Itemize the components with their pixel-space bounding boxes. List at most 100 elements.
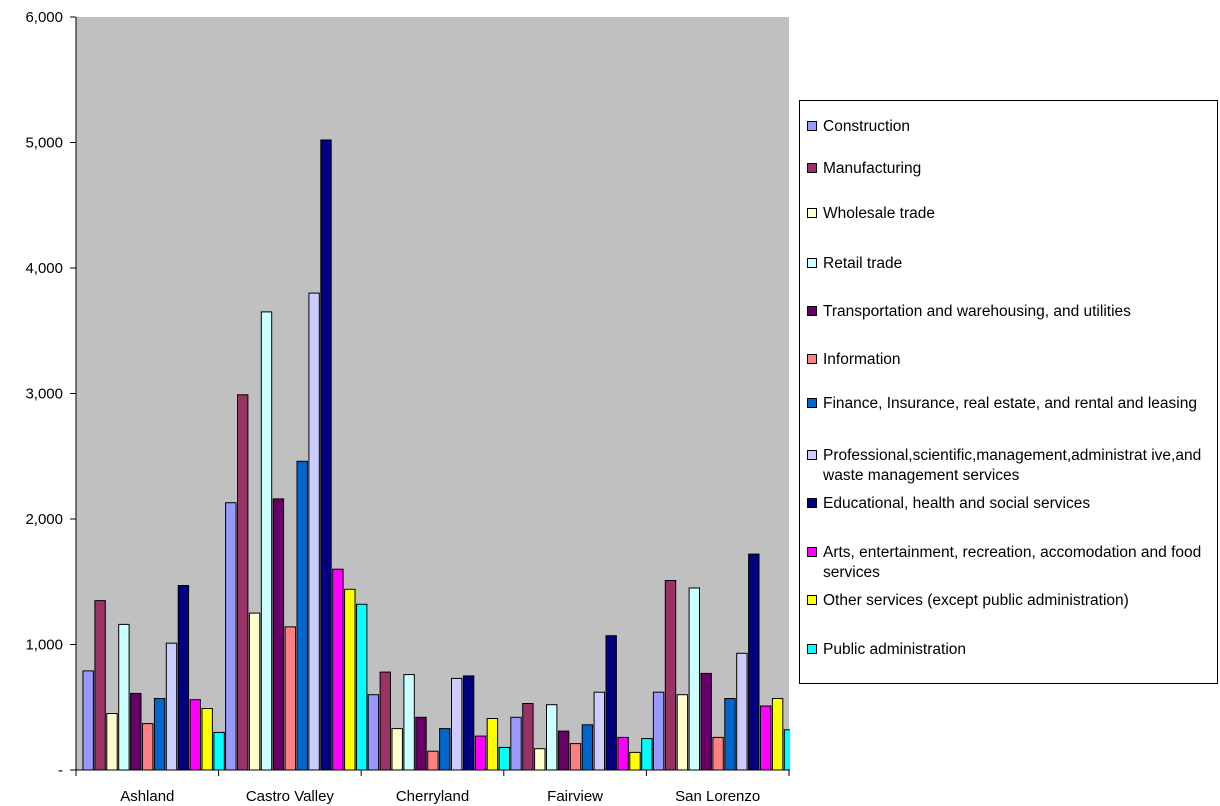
legend-swatch [807,644,817,654]
bar [724,698,736,771]
y-tick-label: 5,000 [25,135,63,152]
legend-swatch [807,163,817,173]
legend-label: Public administration [823,641,967,658]
legend-swatch [807,450,817,460]
legend-label: Transportation and warehousing, and util… [823,303,1131,320]
y-tick-label: 6,000 [25,9,63,26]
legend-item: Transportation and warehousing, and util… [807,302,1211,322]
bar [629,751,641,771]
bar [82,670,94,771]
legend-swatch [807,208,817,218]
bar [748,553,760,771]
bar [165,642,178,771]
bar [688,587,700,771]
legend-swatch [807,121,817,131]
bar [391,728,403,771]
x-axis: Ashland Castro Valley Cherryland Fairview Sa… [75,770,790,805]
legend-label: Wholesale trade [823,205,936,222]
bar [605,635,617,771]
legend-label: Information [823,351,901,368]
bar [106,713,118,771]
legend-swatch [807,547,817,557]
bar [771,698,784,771]
bar [248,612,261,771]
bar [451,677,463,771]
legend-label: Construction [823,118,911,135]
bar [641,738,653,771]
bar [581,724,594,771]
bar [320,139,332,771]
legend-swatch [807,354,817,364]
legend-swatch [807,498,817,508]
legend-swatch [807,398,817,408]
bar [557,730,570,771]
bar [284,626,297,771]
legend-item: Construction [807,117,1211,137]
bar [296,460,308,771]
legend-label: Retail trade [823,255,903,272]
legend-label: Finance, Insurance, real estate, and ren… [823,395,1197,412]
bar [356,603,368,771]
bar [664,580,677,771]
bar-chart: - 1,000 2,000 3,000 4,000 5,000 6,000 Ashland C… [25,9,790,805]
legend-label: Other services (except public administra… [823,592,1129,609]
bar [201,708,213,771]
bar [546,704,558,771]
bar [510,716,522,771]
bar [153,698,166,771]
legend-swatch [807,595,817,605]
x-tick-label: Ashland [120,788,174,805]
legend-item: Educational, health and social services [807,494,1211,514]
bar [486,718,499,771]
legend-label: Professional,scientific,management,admin… [823,447,1202,484]
bar [462,675,475,771]
y-tick-label: 4,000 [25,260,63,277]
bar [652,691,665,771]
bar [439,728,451,771]
bar [130,692,142,771]
y-tick-label: 2,000 [25,511,63,528]
bar [712,736,724,771]
y-axis: - 1,000 2,000 3,000 4,000 5,000 6,000 [25,9,76,779]
legend-item: Professional,scientific,management,admin… [807,446,1211,486]
legend-label: Manufacturing [823,160,922,177]
bar [225,502,237,771]
bar [367,694,380,771]
bar [403,674,415,771]
bar [308,292,320,771]
legend-label: Arts, entertainment, recreation, accomod… [823,544,1202,581]
legend-label: Educational, health and social services [823,495,1091,512]
legend-item: Other services (except public administra… [807,591,1211,611]
bar [142,723,154,771]
legend-swatch [807,258,817,268]
bar [760,705,772,771]
bar [736,652,748,771]
bar [260,311,273,771]
bar [177,585,190,771]
bar [617,736,629,771]
bar [593,691,605,771]
legend-item: Manufacturing [807,159,1211,179]
bar [344,588,356,771]
y-tick-label: - [58,762,63,779]
legend-item: Finance, Insurance, real estate, and ren… [807,394,1211,414]
bar [522,703,534,771]
y-tick-label: 1,000 [25,637,63,654]
bar [272,498,285,771]
y-tick-label: 3,000 [25,386,63,403]
bar [427,750,439,771]
bar [189,699,202,771]
bar [332,568,344,771]
bar [498,746,511,771]
legend-item: Wholesale trade [807,204,1211,224]
bar [569,743,582,771]
legend: Construction Manufacturing Wholesale trade… [799,100,1218,684]
x-tick-label: Fairview [547,788,603,805]
bar [118,623,130,771]
legend-swatch [807,306,817,316]
bar [237,394,249,771]
x-tick-label: Castro Valley [246,788,335,805]
bar [676,694,689,771]
bar [213,731,225,771]
bar [379,671,392,771]
